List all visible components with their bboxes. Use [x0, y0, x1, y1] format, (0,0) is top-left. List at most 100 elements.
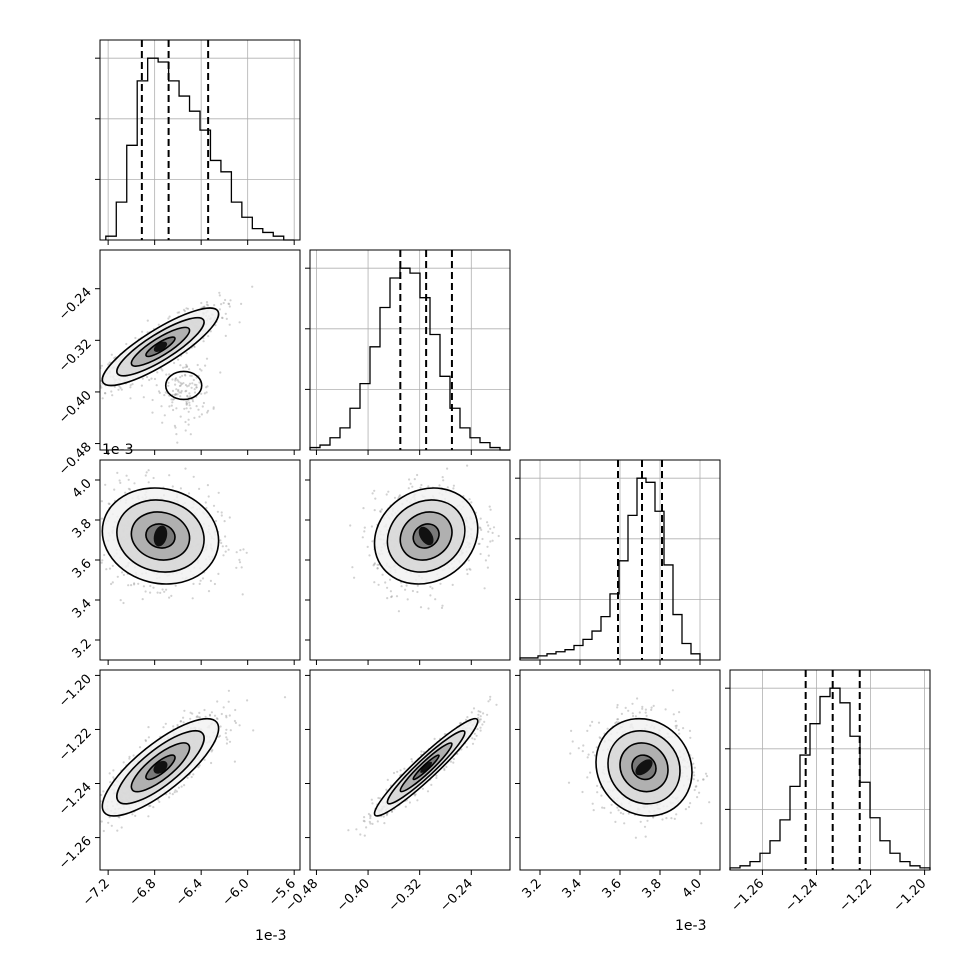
- sample-point: [94, 409, 96, 411]
- sample-point: [481, 723, 484, 726]
- sample-point: [431, 587, 434, 590]
- sample-point: [182, 308, 186, 311]
- sample-point: [140, 384, 143, 387]
- sample-point: [151, 398, 154, 402]
- sample-point: [347, 829, 350, 832]
- sample-point: [96, 377, 98, 379]
- sample-point: [152, 806, 155, 809]
- sample-point: [149, 804, 152, 808]
- sample-point: [93, 809, 95, 811]
- sample-point: [229, 299, 232, 302]
- sample-point: [224, 732, 227, 735]
- sample-point: [116, 575, 119, 578]
- sample-point: [445, 765, 448, 769]
- sample-point: [174, 377, 177, 381]
- density-peak: [418, 526, 434, 546]
- sample-point: [185, 352, 188, 355]
- sample-point: [111, 394, 114, 397]
- sample-point: [186, 395, 189, 398]
- sample-point: [409, 482, 412, 485]
- contour-line: [412, 754, 440, 781]
- histogram-panel-3: [725, 669, 931, 871]
- sample-point: [497, 534, 500, 538]
- sample-point: [421, 787, 424, 790]
- x-tick-label: −6.8: [127, 876, 160, 909]
- sample-point: [368, 554, 371, 557]
- sample-point: [171, 378, 174, 381]
- sample-point: [222, 301, 225, 305]
- sample-point: [427, 485, 430, 488]
- sample-point: [351, 566, 354, 569]
- sample-point: [182, 366, 185, 369]
- sample-point: [94, 787, 96, 789]
- sample-point: [109, 781, 112, 784]
- y-tick-label: 4.0: [70, 476, 95, 501]
- sample-point: [173, 398, 176, 401]
- sample-point: [208, 713, 212, 717]
- sample-point: [131, 383, 134, 386]
- sample-point: [479, 527, 482, 530]
- sample-point: [495, 703, 498, 706]
- y-tick-label: −1.20: [56, 672, 95, 711]
- sample-point: [372, 564, 375, 567]
- sample-point: [190, 386, 193, 389]
- sample-point: [145, 471, 148, 474]
- sample-point: [191, 597, 194, 600]
- sample-point: [97, 787, 99, 789]
- sample-point: [200, 392, 203, 395]
- sample-point: [77, 382, 79, 384]
- sample-point: [373, 562, 376, 565]
- scatter-panel-1-0: [77, 249, 301, 451]
- sample-point: [411, 760, 414, 763]
- sample-point: [151, 411, 154, 414]
- sample-point: [171, 389, 175, 392]
- sample-point: [191, 712, 194, 715]
- y-tick-label: −1.22: [56, 726, 95, 765]
- sample-point: [478, 718, 481, 721]
- sample-point: [170, 594, 173, 598]
- sample-point: [125, 342, 128, 346]
- sample-point: [207, 495, 210, 498]
- sample-point: [158, 800, 161, 804]
- sample-point: [451, 583, 454, 587]
- sample-point: [209, 330, 212, 333]
- sample-point: [92, 520, 94, 522]
- sample-point: [219, 725, 222, 728]
- sample-point: [486, 521, 489, 524]
- sample-point: [373, 489, 376, 492]
- sample-point: [184, 374, 187, 377]
- sample-point: [174, 393, 177, 396]
- sample-point: [489, 698, 492, 701]
- sample-point: [389, 578, 392, 581]
- sample-point: [185, 400, 188, 403]
- sample-point: [472, 707, 476, 710]
- sample-point: [127, 478, 130, 481]
- sample-point: [192, 475, 195, 478]
- sample-point: [193, 416, 196, 419]
- sample-point: [224, 312, 227, 315]
- sample-point: [187, 410, 190, 413]
- sample-point: [147, 469, 150, 472]
- sample-point: [643, 825, 647, 828]
- sample-point: [225, 716, 228, 719]
- sample-point: [188, 404, 191, 407]
- sample-point: [187, 418, 190, 421]
- sample-point: [224, 535, 227, 538]
- sample-point: [178, 391, 181, 394]
- sample-point: [363, 530, 366, 533]
- sample-point: [487, 554, 490, 557]
- sample-point: [146, 319, 149, 322]
- sample-point: [161, 421, 164, 424]
- sample-point: [190, 374, 193, 377]
- sample-point: [353, 576, 356, 579]
- sample-point: [440, 606, 444, 610]
- sample-point: [177, 786, 180, 789]
- contour-line: [412, 523, 440, 549]
- sample-point: [189, 407, 192, 410]
- sample-point: [225, 728, 228, 731]
- sample-point: [452, 761, 455, 764]
- sample-point: [363, 820, 366, 823]
- sample-point: [206, 385, 209, 388]
- sample-point: [473, 738, 476, 741]
